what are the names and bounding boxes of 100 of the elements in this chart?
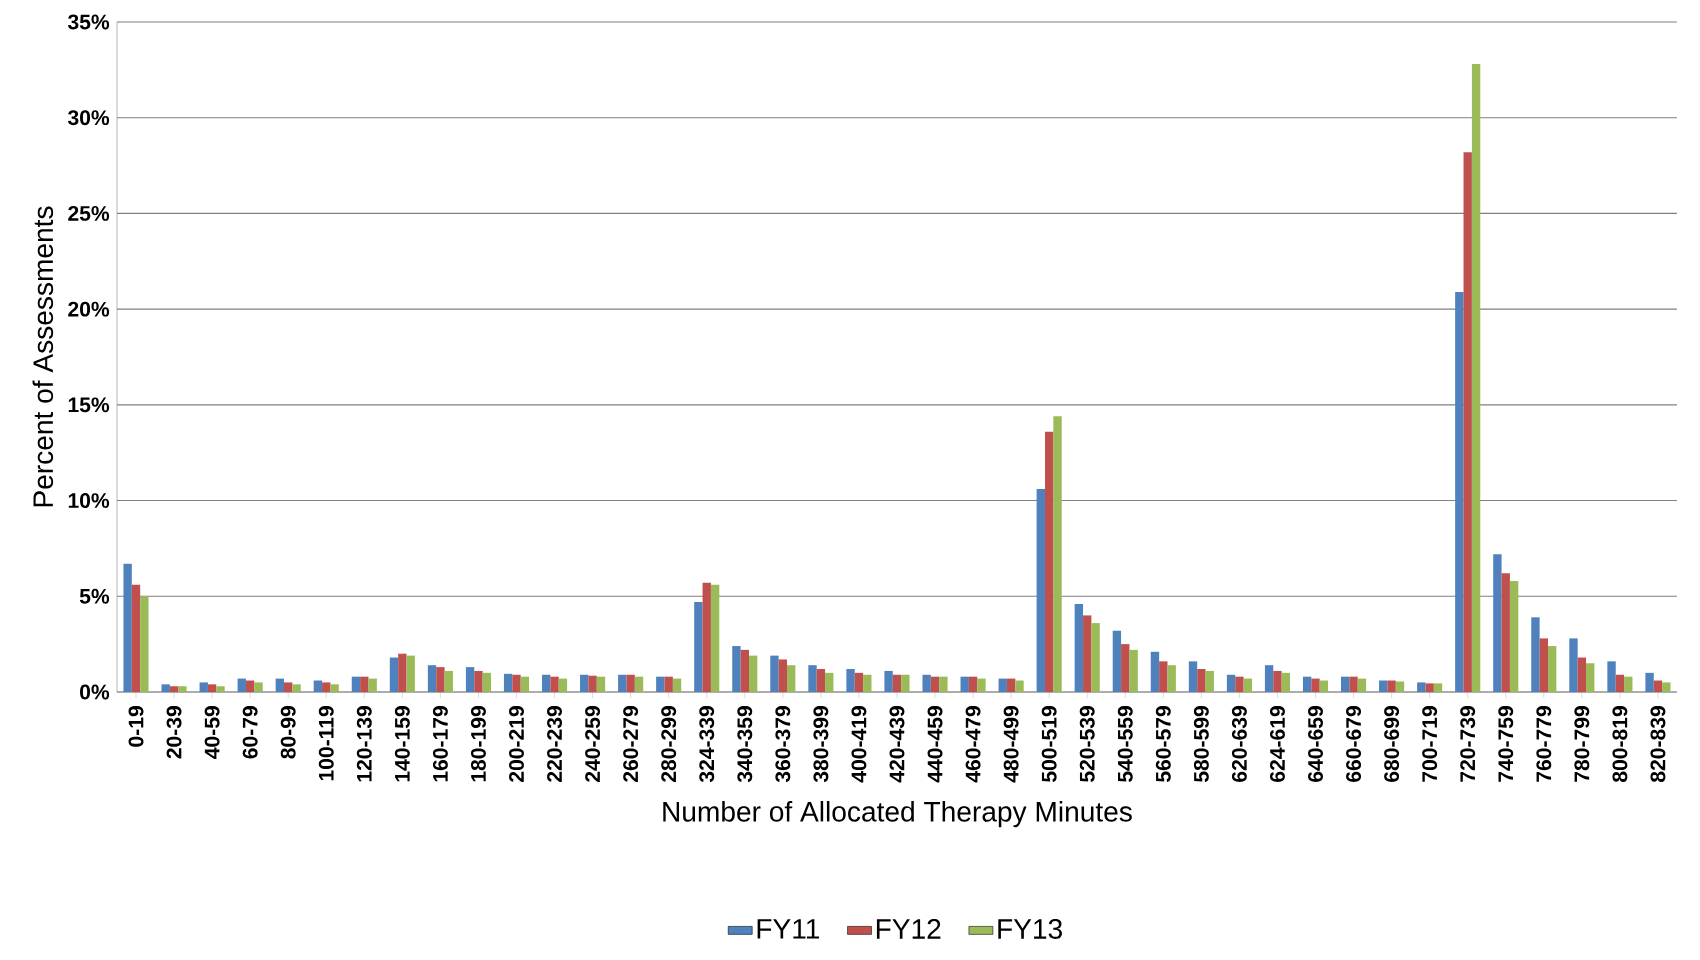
y-tick-label: 35% — [67, 14, 110, 30]
bar — [1455, 291, 1464, 692]
bar — [634, 676, 644, 692]
bar — [1302, 676, 1312, 692]
x-tick-label: 100-119 — [318, 706, 334, 781]
x-tick-label: 400-419 — [851, 706, 867, 783]
bar — [1349, 676, 1358, 692]
bar — [1311, 678, 1320, 692]
bar — [1188, 661, 1198, 692]
bar — [465, 667, 475, 692]
bar — [1319, 680, 1329, 692]
x-tick-label: 20-39 — [166, 706, 182, 759]
x-tick-label: 660-679 — [1346, 706, 1362, 782]
bar — [1662, 682, 1671, 692]
x-tick-label: 260-279 — [623, 706, 639, 782]
bar — [960, 676, 969, 692]
x-tick-label: 60-79 — [242, 706, 258, 759]
y-tick-label: 0% — [80, 684, 110, 700]
bar — [330, 684, 339, 692]
bar — [351, 676, 361, 692]
bar — [1074, 603, 1084, 692]
bar — [1425, 683, 1434, 692]
bar — [1547, 646, 1557, 692]
bar — [1645, 672, 1654, 692]
bar — [1577, 657, 1587, 692]
x-tick-label: 340-359 — [737, 706, 753, 783]
bar — [1121, 644, 1130, 692]
x-tick-label: 160-179 — [432, 706, 448, 782]
bar — [520, 676, 530, 692]
bar — [360, 676, 369, 692]
x-tick-label: 800-819 — [1612, 706, 1628, 783]
bar — [1607, 661, 1616, 692]
legend-label: FY12 — [876, 919, 941, 939]
bar — [1615, 674, 1625, 692]
bar — [1379, 680, 1388, 692]
y-tick-label: 25% — [68, 205, 110, 221]
x-tick-label: 440-459 — [927, 706, 943, 783]
bar — [930, 676, 940, 692]
bar — [1433, 683, 1443, 692]
bar — [140, 596, 149, 692]
bar — [1044, 431, 1054, 692]
bar — [710, 584, 720, 692]
bar — [254, 682, 263, 692]
bar — [1036, 489, 1045, 692]
bar — [368, 678, 377, 692]
bar — [199, 682, 208, 692]
bar — [998, 678, 1007, 692]
y-tick-label: 15% — [68, 397, 110, 413]
bar — [1129, 649, 1138, 692]
y-tick-label: 20% — [68, 301, 110, 317]
x-tick-label: 324-339 — [699, 706, 715, 783]
bar — [1091, 623, 1100, 692]
y-tick-label: 30% — [67, 110, 110, 126]
bar — [787, 665, 796, 692]
bar — [1493, 554, 1502, 692]
bar — [207, 684, 217, 692]
bar — [1653, 680, 1663, 692]
bar — [1501, 573, 1510, 692]
bar — [825, 672, 834, 692]
bar — [1273, 670, 1282, 692]
bar — [237, 678, 246, 692]
bar — [131, 584, 141, 692]
x-tick-label: 740-759 — [1498, 706, 1514, 782]
x-tick-label: 380-399 — [813, 706, 829, 783]
x-tick-label: 620-639 — [1231, 706, 1247, 782]
x-tick-label: 700-719 — [1422, 706, 1438, 782]
x-tick-label: 200-219 — [509, 706, 524, 782]
bar — [1471, 64, 1481, 692]
bar — [1243, 678, 1252, 692]
bar — [512, 674, 521, 692]
bar — [672, 678, 682, 692]
bar — [901, 674, 910, 692]
bar — [474, 670, 483, 692]
bar — [968, 676, 978, 692]
bar — [123, 563, 132, 692]
bar — [580, 674, 589, 692]
bar — [1015, 680, 1024, 692]
bar — [702, 582, 711, 692]
bar — [939, 676, 948, 692]
y-tick-label: 10% — [68, 493, 110, 509]
bar — [169, 686, 179, 692]
bar — [245, 680, 255, 692]
x-tick-label: 624-619 — [1270, 706, 1285, 782]
bar — [1539, 638, 1548, 692]
x-tick-label: 560-579 — [1155, 706, 1171, 783]
x-tick-label: 140-159 — [394, 706, 410, 782]
x-tick-label: 820-839 — [1650, 706, 1666, 783]
bar — [1197, 669, 1206, 692]
bar — [541, 674, 551, 692]
bar — [1341, 676, 1350, 692]
bar — [626, 674, 635, 692]
bar — [1150, 651, 1160, 692]
bar — [1083, 615, 1092, 692]
bar — [854, 672, 864, 692]
bar — [740, 649, 749, 692]
bar — [1387, 680, 1396, 692]
x-tick-label: 500-519 — [1041, 706, 1057, 783]
bar — [1509, 580, 1519, 692]
bar — [444, 670, 453, 692]
x-tick-label: 360-379 — [775, 706, 791, 783]
